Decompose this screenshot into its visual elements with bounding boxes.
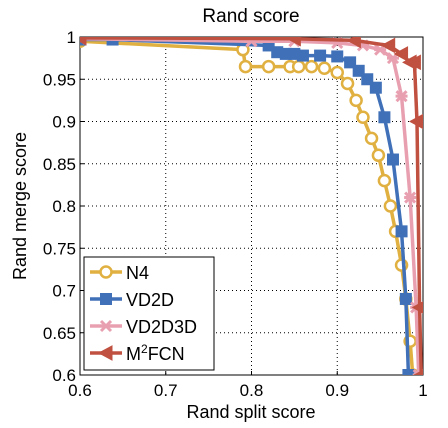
data-point-m2fcn <box>411 301 423 314</box>
x-tick-label: 0.6 <box>68 381 92 400</box>
data-point-vd2d <box>361 73 374 86</box>
data-point-vd2d3d <box>404 191 417 204</box>
data-point-vd2d <box>331 50 344 63</box>
data-point-vd2d <box>352 64 365 77</box>
series-vd2d <box>80 37 415 375</box>
legend-item-vd2d: VD2D <box>90 290 174 310</box>
data-point-vd2d <box>399 292 412 305</box>
y-tick-label: 0.7 <box>52 282 76 301</box>
legend-label-m2fcn: M2FCN <box>126 342 185 364</box>
y-tick-label: 0.8 <box>52 197 76 216</box>
data-point-n4 <box>383 199 398 213</box>
data-point-m2fcn <box>406 54 421 71</box>
legend-label-vd2d3d: VD2D3D <box>126 317 197 337</box>
legend: N4 VD2D VD2D3D M2FCN <box>83 256 215 371</box>
series-m2fcn <box>80 37 423 375</box>
legend-label-n4: N4 <box>126 263 149 283</box>
data-point-m2fcn <box>408 113 423 130</box>
data-point-vd2d <box>314 49 327 62</box>
y-tick-label: 0.9 <box>52 113 76 132</box>
y-tick-label: 0.65 <box>43 324 76 343</box>
data-point-vd2d3d <box>395 90 408 103</box>
data-point-n4 <box>356 110 370 125</box>
data-point-m2fcn <box>80 37 87 46</box>
data-point-n4 <box>330 65 344 80</box>
y-tick-label: 0.95 <box>43 70 76 89</box>
legend-marker-n4 <box>99 265 113 279</box>
x-tick-label: 0.7 <box>154 381 178 400</box>
y-tick-label: 0.85 <box>43 155 76 174</box>
y-tick-label: 1 <box>67 28 76 47</box>
x-axis-label: Rand split score <box>186 402 315 422</box>
data-point-vd2d <box>344 56 357 69</box>
data-point-n4 <box>304 59 319 74</box>
data-point-n4 <box>317 61 332 76</box>
data-point-vd2d <box>378 111 391 124</box>
data-point-m2fcn <box>393 46 409 62</box>
legend-item-n4: N4 <box>90 263 149 283</box>
y-tick-label: 0.75 <box>43 239 76 258</box>
x-axis-ticks: 0.6 0.7 0.8 0.9 1 <box>68 371 428 400</box>
data-point-n4 <box>377 173 392 188</box>
legend-label-vd2d: VD2D <box>126 290 174 310</box>
series-group <box>80 37 423 375</box>
data-point-n4 <box>340 76 355 91</box>
x-tick-label: 1 <box>418 381 427 400</box>
legend-item-m2fcn: M2FCN <box>90 342 185 364</box>
data-point-n4 <box>371 148 386 163</box>
legend-marker-vd2d3d <box>99 319 113 333</box>
data-point-m2fcn <box>346 37 361 49</box>
legend-item-vd2d3d: VD2D3D <box>90 317 197 337</box>
data-point-n4 <box>349 93 363 108</box>
data-point-m2fcn <box>413 369 423 375</box>
data-point-vd2d <box>402 369 415 375</box>
data-point-vd2d <box>395 225 408 238</box>
data-point-n4 <box>291 59 306 74</box>
data-point-n4 <box>261 59 276 74</box>
data-point-n4 <box>238 59 253 74</box>
data-point-m2fcn <box>380 37 396 54</box>
data-point-vd2d <box>386 153 399 166</box>
data-point-n4 <box>364 131 379 146</box>
x-tick-label: 0.8 <box>240 381 264 400</box>
chart-title: Rand score <box>202 6 299 27</box>
y-axis-label: Rand merge score <box>10 132 30 280</box>
x-tick-label: 0.9 <box>325 381 349 400</box>
y-axis-ticks: 0.6 0.65 0.7 0.75 0.8 0.85 0.9 0.95 1 <box>43 28 84 385</box>
data-point-vd2d <box>369 81 382 94</box>
legend-marker-vd2d <box>100 293 112 305</box>
data-point-m2fcn <box>286 37 301 47</box>
data-point-vd2d <box>296 49 309 62</box>
y-tick-label: 0.6 <box>52 366 76 385</box>
legend-marker-m2fcn <box>97 345 113 361</box>
